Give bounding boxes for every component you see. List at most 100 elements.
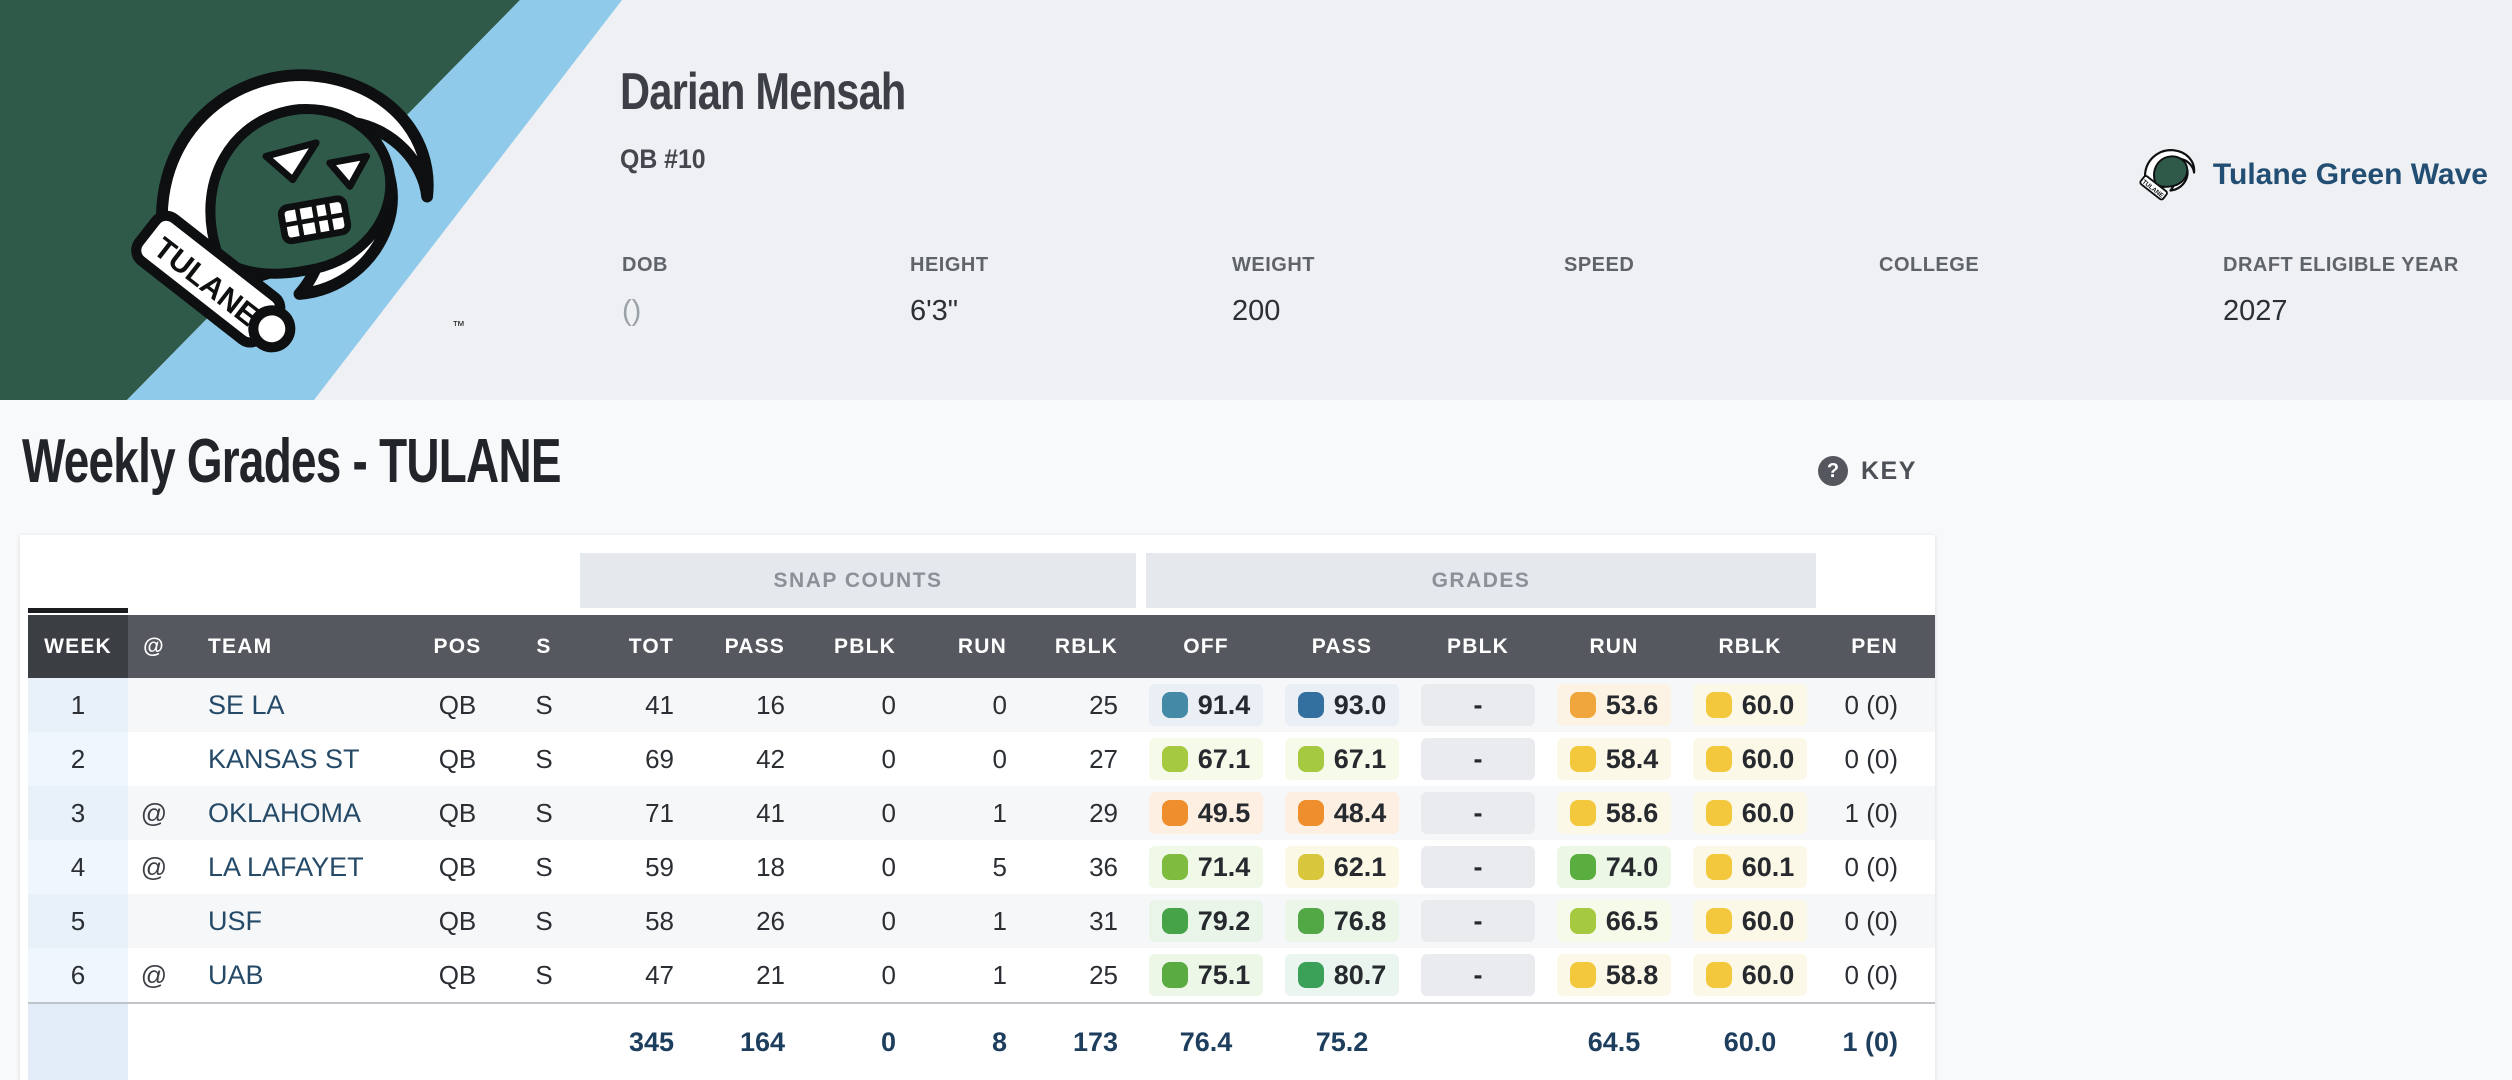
pos-cell: QB (438, 689, 477, 720)
team-link[interactable]: TULANE Tulane Green Wave (2137, 144, 2488, 206)
header-week[interactable]: WEEK (28, 615, 128, 678)
header-pen[interactable]: PEN (1851, 634, 1898, 658)
grade-pass-cell: 62.1 (1274, 840, 1410, 894)
totals-row: 345 164 0 8 173 76.4 75.2 64.5 60.0 1 (0… (28, 1002, 1935, 1080)
grade-pill: 79.2 (1149, 900, 1263, 942)
grade-off-cell: 91.4 (1138, 678, 1274, 732)
header-grade-rblk[interactable]: RBLK (1718, 634, 1782, 658)
snap-pass-cell: 21 (756, 959, 785, 990)
header-snap-tot[interactable]: TOT (628, 634, 674, 658)
team-link[interactable]: USF (208, 905, 262, 936)
snap-run-cell: 1 (992, 797, 1007, 828)
header-away[interactable]: @ (143, 634, 165, 658)
team-link[interactable]: KANSAS ST (208, 743, 360, 774)
grade-pill: 60.0 (1693, 954, 1807, 996)
start-cell: S (535, 959, 553, 990)
snap-run-cell: 1 (992, 959, 1007, 990)
bio-college: COLLEGE (1879, 254, 1980, 276)
header-snap-pass[interactable]: PASS (724, 634, 785, 658)
grade-swatch (1161, 854, 1188, 880)
grade-pill: 60.0 (1693, 792, 1807, 834)
pos-cell: QB (438, 797, 477, 828)
table-row: 4 @ LA LAFAYET QB S 59 18 0 5 36 71.4 62.1-74.0 60.1… (28, 840, 1935, 894)
header-grade-run[interactable]: RUN (1589, 634, 1639, 658)
pos-cell: QB (438, 959, 477, 990)
grade-swatch (1569, 854, 1596, 880)
start-cell: S (535, 689, 553, 720)
grade-swatch (1161, 746, 1188, 772)
grade-swatch (1705, 854, 1732, 880)
pos-cell: QB (438, 851, 477, 882)
pos-cell: QB (438, 905, 477, 936)
grade-swatch (1297, 746, 1324, 772)
header-pos[interactable]: POS (433, 634, 482, 658)
team-link[interactable]: LA LAFAYET (208, 851, 364, 882)
total-pen: 1 (0) (1842, 1026, 1898, 1057)
total-grade-pass: 75.2 (1315, 1026, 1369, 1057)
week-cell: 4 (28, 840, 128, 894)
header-grade-pass[interactable]: PASS (1311, 634, 1373, 658)
bio-draft-year: DRAFT ELIGIBLE YEAR 2027 (2223, 254, 2459, 327)
snap-rblk-cell: 25 (1089, 689, 1118, 720)
page-title: Weekly Grades - TULANE (22, 427, 561, 496)
team-link[interactable]: OKLAHOMA (208, 797, 362, 828)
header-snap-rblk[interactable]: RBLK (1054, 634, 1118, 658)
table-body: 1 SE LA QB S 41 16 0 0 25 91.4 93.0-53.6 60.0 0 (0) 2… (28, 678, 1935, 1002)
week-cell: 3 (28, 786, 128, 840)
pen-cell: 1 (0) (1844, 797, 1898, 828)
snap-rblk-cell: 36 (1089, 851, 1118, 882)
key-button[interactable]: ? KEY (1818, 456, 1917, 486)
header-team[interactable]: TEAM (208, 634, 273, 658)
trademark-symbol: ™ (452, 318, 465, 333)
grade-pill: 58.6 (1557, 792, 1671, 834)
snap-pblk-cell: 0 (881, 905, 896, 936)
snap-pass-cell: 18 (756, 851, 785, 882)
grade-rblk-cell: 60.0 (1682, 948, 1818, 1002)
grade-pill: 71.4 (1149, 846, 1263, 888)
player-bio: DOB () HEIGHT 6'3" WEIGHT 200 SPEED COLL… (622, 254, 2492, 364)
header-snap-pblk[interactable]: PBLK (834, 634, 896, 658)
grade-swatch (1297, 692, 1324, 718)
start-cell: S (535, 797, 553, 828)
grade-run-cell: 58.8 (1546, 948, 1682, 1002)
grade-pill: 62.1 (1285, 846, 1399, 888)
snap-rblk-cell: 25 (1089, 959, 1118, 990)
grade-pill: 75.1 (1149, 954, 1263, 996)
player-position-number: QB #10 (620, 144, 706, 174)
grade-swatch (1569, 800, 1596, 826)
grade-pill: 60.0 (1693, 738, 1807, 780)
snap-rblk-cell: 27 (1089, 743, 1118, 774)
snap-counts-group-header: SNAP COUNTS (580, 553, 1136, 608)
total-snap-rblk: 173 (1072, 1026, 1118, 1057)
team-link[interactable]: SE LA (208, 689, 285, 720)
team-link[interactable]: UAB (208, 959, 264, 990)
header-grade-pblk[interactable]: PBLK (1447, 634, 1509, 658)
pen-cell: 0 (0) (1844, 689, 1898, 720)
away-indicator (128, 894, 180, 948)
grade-swatch (1705, 746, 1732, 772)
grade-pill: 91.4 (1149, 684, 1263, 726)
table-row: 6 @ UAB QB S 47 21 0 1 25 75.1 80.7-58.8 60.0 0 (0) (28, 948, 1935, 1002)
header-snap-run[interactable]: RUN (957, 634, 1007, 658)
start-cell: S (535, 905, 553, 936)
column-group-headers: SNAP COUNTS GRADES (28, 553, 1935, 608)
start-cell: S (535, 743, 553, 774)
grade-pblk-cell: - (1410, 786, 1546, 840)
snap-pass-cell: 16 (756, 689, 785, 720)
header-grade-off[interactable]: OFF (1183, 634, 1229, 658)
header-s[interactable]: S (536, 634, 552, 658)
snap-tot-cell: 47 (645, 959, 674, 990)
snap-pblk-cell: 0 (881, 743, 896, 774)
away-indicator (128, 678, 180, 732)
grade-rblk-cell: 60.0 (1682, 786, 1818, 840)
week-cell: 5 (28, 894, 128, 948)
grade-pblk-cell: - (1410, 894, 1546, 948)
weekly-grades-table-card: SNAP COUNTS GRADES WEEK @ TEAM POS S TOT… (20, 535, 1935, 1080)
player-banner: TULANE ™ Darian Mensah QB #10 DOB () HEI… (0, 0, 2512, 400)
grade-pill: 67.1 (1149, 738, 1263, 780)
grade-swatch (1705, 800, 1732, 826)
grade-swatch (1297, 854, 1324, 880)
away-indicator: @ (140, 797, 168, 828)
grade-pill: 66.5 (1557, 900, 1671, 942)
grade-swatch (1297, 962, 1324, 988)
